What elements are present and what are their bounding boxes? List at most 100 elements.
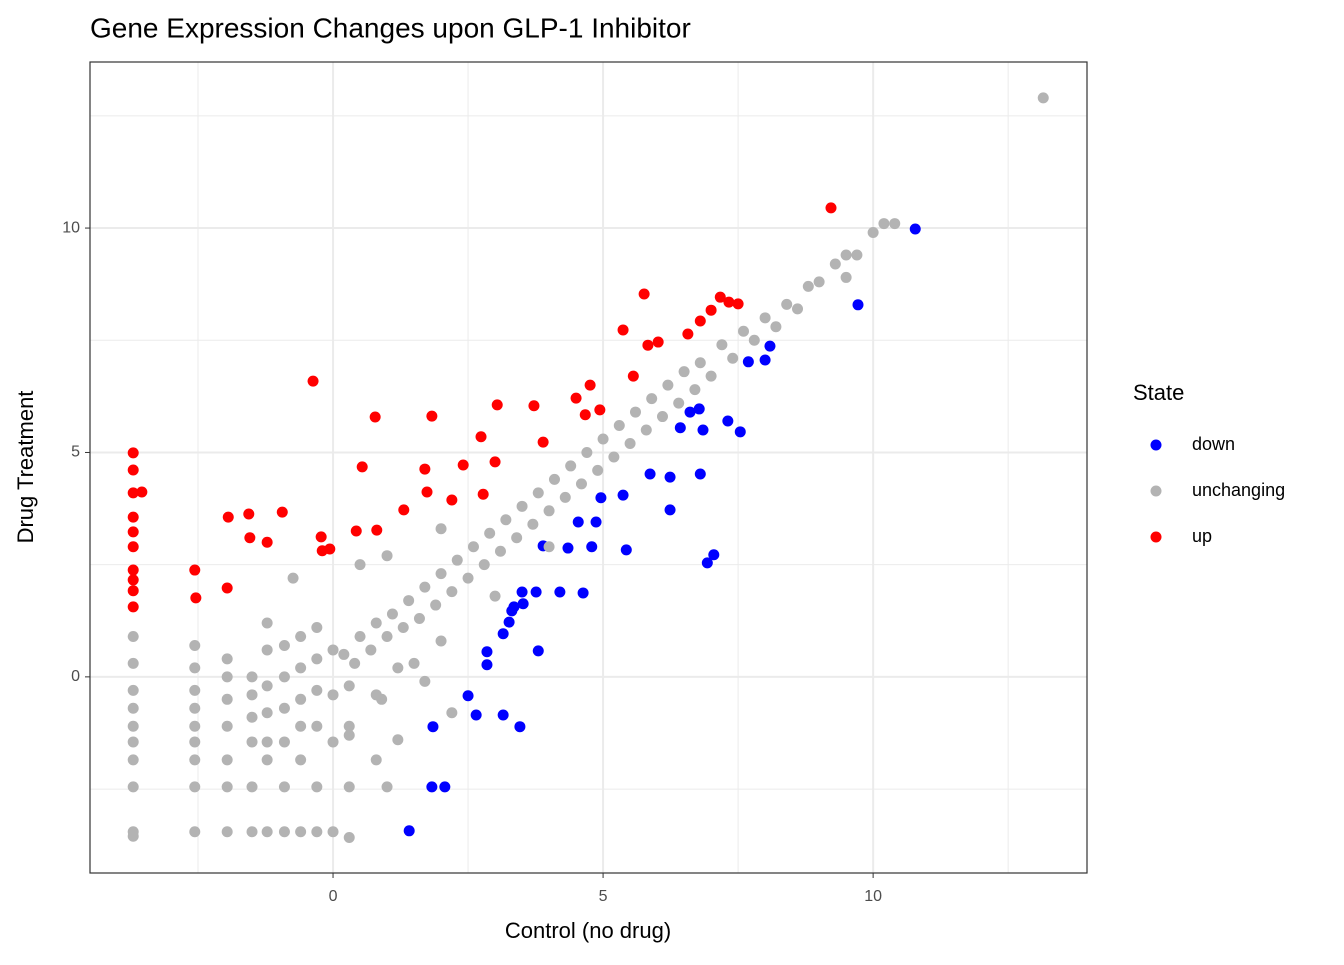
point (370, 617, 382, 629)
point (221, 781, 233, 793)
point (627, 370, 639, 382)
x-axis-label: Control (no drug) (505, 918, 671, 943)
point (581, 446, 593, 458)
point (543, 541, 555, 553)
point (354, 559, 366, 571)
point (559, 491, 571, 503)
point (595, 492, 607, 504)
point (439, 781, 451, 793)
point (577, 587, 589, 599)
point (419, 675, 431, 687)
point (343, 832, 355, 844)
point (734, 426, 746, 438)
point (825, 202, 837, 214)
point (403, 825, 415, 837)
point (327, 736, 339, 748)
point (386, 608, 398, 620)
panel-border (89, 61, 1088, 874)
point (324, 543, 336, 555)
point (295, 720, 307, 732)
point (261, 680, 273, 692)
point (343, 729, 355, 741)
point (629, 406, 641, 418)
point (127, 526, 139, 538)
point (662, 379, 674, 391)
point (354, 630, 366, 642)
point (295, 754, 307, 766)
point (528, 400, 540, 412)
point (867, 227, 879, 239)
point (246, 826, 258, 838)
point (189, 564, 201, 576)
point (705, 370, 717, 382)
point (742, 356, 754, 368)
point (727, 352, 739, 364)
point (764, 340, 776, 352)
point (705, 304, 717, 316)
point (370, 754, 382, 766)
point (708, 549, 720, 561)
point (278, 826, 290, 838)
legend-label: down (1192, 434, 1235, 454)
point (190, 592, 202, 604)
legend-key (1150, 439, 1162, 451)
point (759, 354, 771, 366)
point (127, 702, 139, 714)
y-tick-label: 10 (62, 219, 80, 236)
point (343, 720, 355, 732)
point (446, 586, 458, 598)
point (221, 653, 233, 665)
point (365, 644, 377, 656)
point (889, 218, 901, 230)
point (759, 312, 771, 324)
point (878, 218, 890, 230)
point (652, 336, 664, 348)
point (243, 508, 255, 520)
y-axis-label: Drug Treatment (13, 391, 38, 544)
point (295, 826, 307, 838)
point (287, 572, 299, 584)
point (446, 494, 458, 506)
point (909, 223, 921, 235)
point (343, 781, 355, 793)
point (640, 424, 652, 436)
point (684, 406, 696, 418)
point (673, 397, 685, 409)
point (851, 249, 863, 261)
point (682, 328, 694, 340)
point (408, 657, 420, 669)
point (620, 544, 632, 556)
point (506, 605, 518, 617)
point (136, 486, 148, 498)
point (491, 399, 503, 411)
point (356, 461, 368, 473)
point (278, 736, 290, 748)
point (278, 702, 290, 714)
point (481, 646, 493, 658)
point (244, 532, 256, 544)
point (327, 689, 339, 701)
point (419, 581, 431, 593)
point (261, 736, 273, 748)
point (311, 826, 323, 838)
point (189, 781, 201, 793)
point (327, 644, 339, 656)
point (664, 471, 676, 483)
point (127, 541, 139, 553)
point (562, 542, 574, 554)
point (307, 375, 319, 387)
point (481, 659, 493, 671)
point (426, 410, 438, 422)
point (127, 781, 139, 793)
point (127, 601, 139, 613)
point (311, 720, 323, 732)
point (189, 736, 201, 748)
point (413, 613, 425, 625)
point (694, 468, 706, 480)
point (613, 420, 625, 432)
point (570, 392, 582, 404)
point (327, 826, 339, 838)
point (315, 531, 327, 543)
point (381, 630, 393, 642)
